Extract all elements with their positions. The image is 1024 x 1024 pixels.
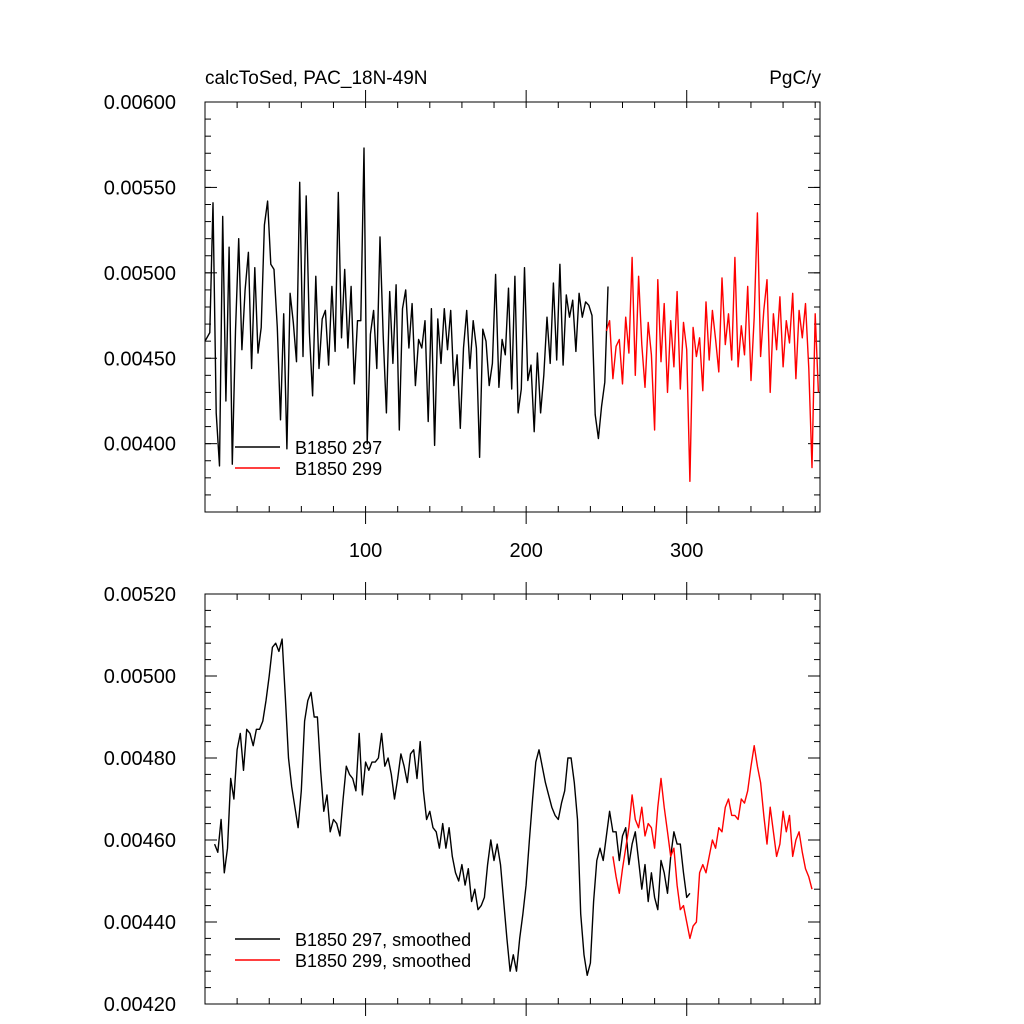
x-tick-label: 200 (509, 540, 542, 562)
legend-label: B1850 297 (295, 438, 382, 458)
y-tick-label: 0.00550 (104, 177, 176, 199)
y-tick-label: 0.00400 (104, 434, 176, 456)
chart-title: calcToSed, PAC_18N-49N (205, 68, 427, 89)
plot-frame (204, 593, 821, 1005)
y-tick-label: 0.00460 (104, 830, 176, 852)
y-tick-label: 0.00480 (104, 748, 176, 770)
bottom-panel: 0.00420 0.00440 0.00460 0.00480 0.00500 0.005… (104, 582, 821, 1016)
y-tick-label: 0.00520 (104, 584, 176, 606)
x-tick-label: 300 (670, 540, 703, 562)
units-label: PgC/y (769, 68, 821, 89)
y-tick-label: 0.00600 (104, 92, 176, 114)
x-tick-label: 100 (349, 540, 382, 562)
legend-label: B1850 299, smoothed (295, 951, 471, 971)
y-tick-label: 0.00450 (104, 348, 176, 370)
y-tick-label: 0.00440 (104, 912, 176, 934)
series-line-b1850-299 (605, 212, 820, 482)
series-line-b1850-297 (204, 147, 609, 467)
series-line-b1850-299-smoothed (612, 745, 813, 940)
legend-label: B1850 297, smoothed (295, 930, 471, 950)
series-line-b1850-297-smoothed (213, 638, 691, 976)
top-panel: 0.00400 0.00450 0.00500 0.00550 0.00600 100 20… (104, 90, 821, 562)
legend-label: B1850 299 (295, 459, 382, 479)
y-tick-label: 0.00420 (104, 994, 176, 1016)
y-tick-label: 0.00500 (104, 666, 176, 688)
y-tick-label: 0.00500 (104, 263, 176, 285)
